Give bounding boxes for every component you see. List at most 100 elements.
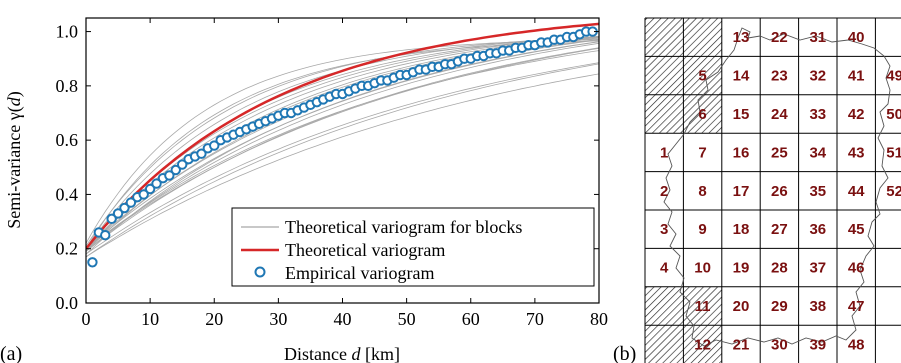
x-tick-label: 80: [590, 309, 608, 329]
x-tick-label: 10: [141, 309, 159, 329]
block-variogram-line-18: [86, 48, 599, 250]
excluded-cells: [645, 18, 722, 363]
cell-label: 19: [733, 260, 750, 277]
cell-label: 27: [771, 221, 788, 238]
cell-label: 50: [886, 106, 901, 123]
empirical-point: [151, 178, 162, 189]
cell-label: 21: [733, 336, 750, 353]
hatched-cell: [683, 325, 722, 363]
cell-label: 28: [771, 260, 788, 277]
empirical-point: [100, 229, 111, 241]
cell-label: 20: [733, 298, 750, 315]
cell-label: 42: [848, 106, 865, 123]
block-variogram-line-20: [86, 63, 599, 258]
cell-label: 45: [848, 221, 865, 238]
empirical-point: [112, 208, 124, 219]
empirical-point: [138, 189, 149, 200]
cell-label: 6: [698, 106, 706, 123]
y-tick-label: 0.0: [56, 293, 79, 313]
empirical-point: [176, 159, 188, 170]
cell-label: 12: [694, 336, 711, 353]
x-tick-label: 60: [462, 309, 480, 329]
legend-swatch-empirical: [254, 266, 266, 278]
cell-label: 51: [886, 144, 901, 161]
cell-label: 36: [809, 221, 826, 238]
y-tick-label: 1.0: [56, 22, 79, 42]
cell-label: 1: [660, 144, 668, 161]
y-axis-ticks: 0.0 0.2 0.4 0.6 0.8 1.0: [56, 22, 599, 313]
cell-label: 17: [733, 183, 750, 200]
hatched-cell: [645, 286, 684, 326]
empirical-point: [164, 170, 175, 181]
block-variogram-line-3: [86, 36, 599, 247]
empirical-point: [125, 197, 137, 208]
legend-label-blocks: Theoretical variogram for blocks: [285, 217, 522, 237]
cell-label: 23: [771, 68, 788, 85]
panel-a-label: (a): [0, 343, 22, 363]
cell-label: 7: [698, 144, 706, 161]
block-variogram-line-15: [86, 42, 599, 252]
x-axis-ticks: 0 10 20 30 40 50 60 70 80: [82, 18, 608, 329]
cell-label: 5: [698, 68, 706, 85]
cell-label: 35: [809, 183, 826, 200]
cell-label: 16: [733, 144, 750, 161]
block-grid-map: 1234567891011121314151617181920212223242…: [644, 17, 901, 363]
cell-label: 33: [809, 106, 826, 123]
cell-label: 29: [771, 298, 788, 315]
x-tick-label: 20: [205, 309, 223, 329]
cell-label: 3: [660, 221, 668, 238]
country-outline: [663, 27, 891, 347]
legend-box: [231, 207, 595, 287]
cell-label: 30: [771, 336, 788, 353]
hatched-cell: [683, 56, 722, 95]
y-tick-label: 0.2: [56, 239, 79, 259]
legend: Theoretical variogram for blocks Theoret…: [231, 207, 595, 287]
cell-label: 41: [848, 68, 865, 85]
cell-label: 15: [733, 106, 750, 123]
cell-label: 52: [886, 183, 901, 200]
cell-label: 24: [771, 106, 788, 123]
x-tick-label: 50: [398, 309, 416, 329]
cell-label: 48: [848, 336, 865, 353]
legend-label-empirical: Empirical variogram: [285, 263, 434, 283]
cell-label: 25: [771, 144, 788, 161]
hatched-cell: [683, 18, 722, 57]
cell-label: 22: [771, 29, 788, 46]
cell-label: 8: [698, 183, 706, 200]
empirical-point: [119, 202, 130, 214]
cell-label: 49: [886, 68, 901, 85]
legend-label-theoretical: Theoretical variogram: [285, 240, 445, 260]
cell-label: 2: [660, 183, 668, 200]
variogram-chart: 0 10 20 30 40 50 60 70 80 0.0 0.2 0.4 0.6 0.8 1.0 Dis…: [0, 17, 608, 363]
empirical-point: [170, 164, 181, 176]
y-tick-label: 0.4: [56, 184, 79, 204]
cell-label: 11: [695, 298, 711, 315]
x-tick-label: 0: [82, 309, 91, 329]
cell-label: 32: [809, 68, 826, 85]
cell-label: 13: [733, 29, 750, 46]
empirical-point: [209, 140, 220, 151]
block-variogram-line-17: [86, 47, 599, 252]
cell-label: 10: [694, 260, 711, 277]
hatched-cell: [645, 56, 684, 95]
block-variogram-line-14: [86, 41, 599, 250]
x-axis-label: Distance d [km]: [284, 344, 400, 363]
cell-label: 38: [809, 298, 826, 315]
grid-lines: [644, 17, 901, 363]
cell-label: 37: [809, 260, 826, 277]
block-variogram-line-21: [86, 73, 599, 258]
cell-labels: 1234567891011121314151617181920212223242…: [660, 29, 901, 353]
panel-b-label: (b): [613, 343, 636, 363]
empirical-point: [106, 213, 117, 225]
empirical-variogram-points: [87, 26, 598, 268]
cell-label: 47: [848, 298, 865, 315]
empirical-point: [87, 257, 98, 268]
empirical-point: [144, 183, 156, 195]
hatched-cell: [645, 18, 684, 57]
empirical-point: [196, 148, 207, 159]
theoretical-variogram-line: [86, 22, 599, 250]
cell-label: 26: [771, 183, 788, 200]
block-variogram-line-19: [86, 62, 599, 255]
cell-label: 14: [733, 68, 750, 85]
